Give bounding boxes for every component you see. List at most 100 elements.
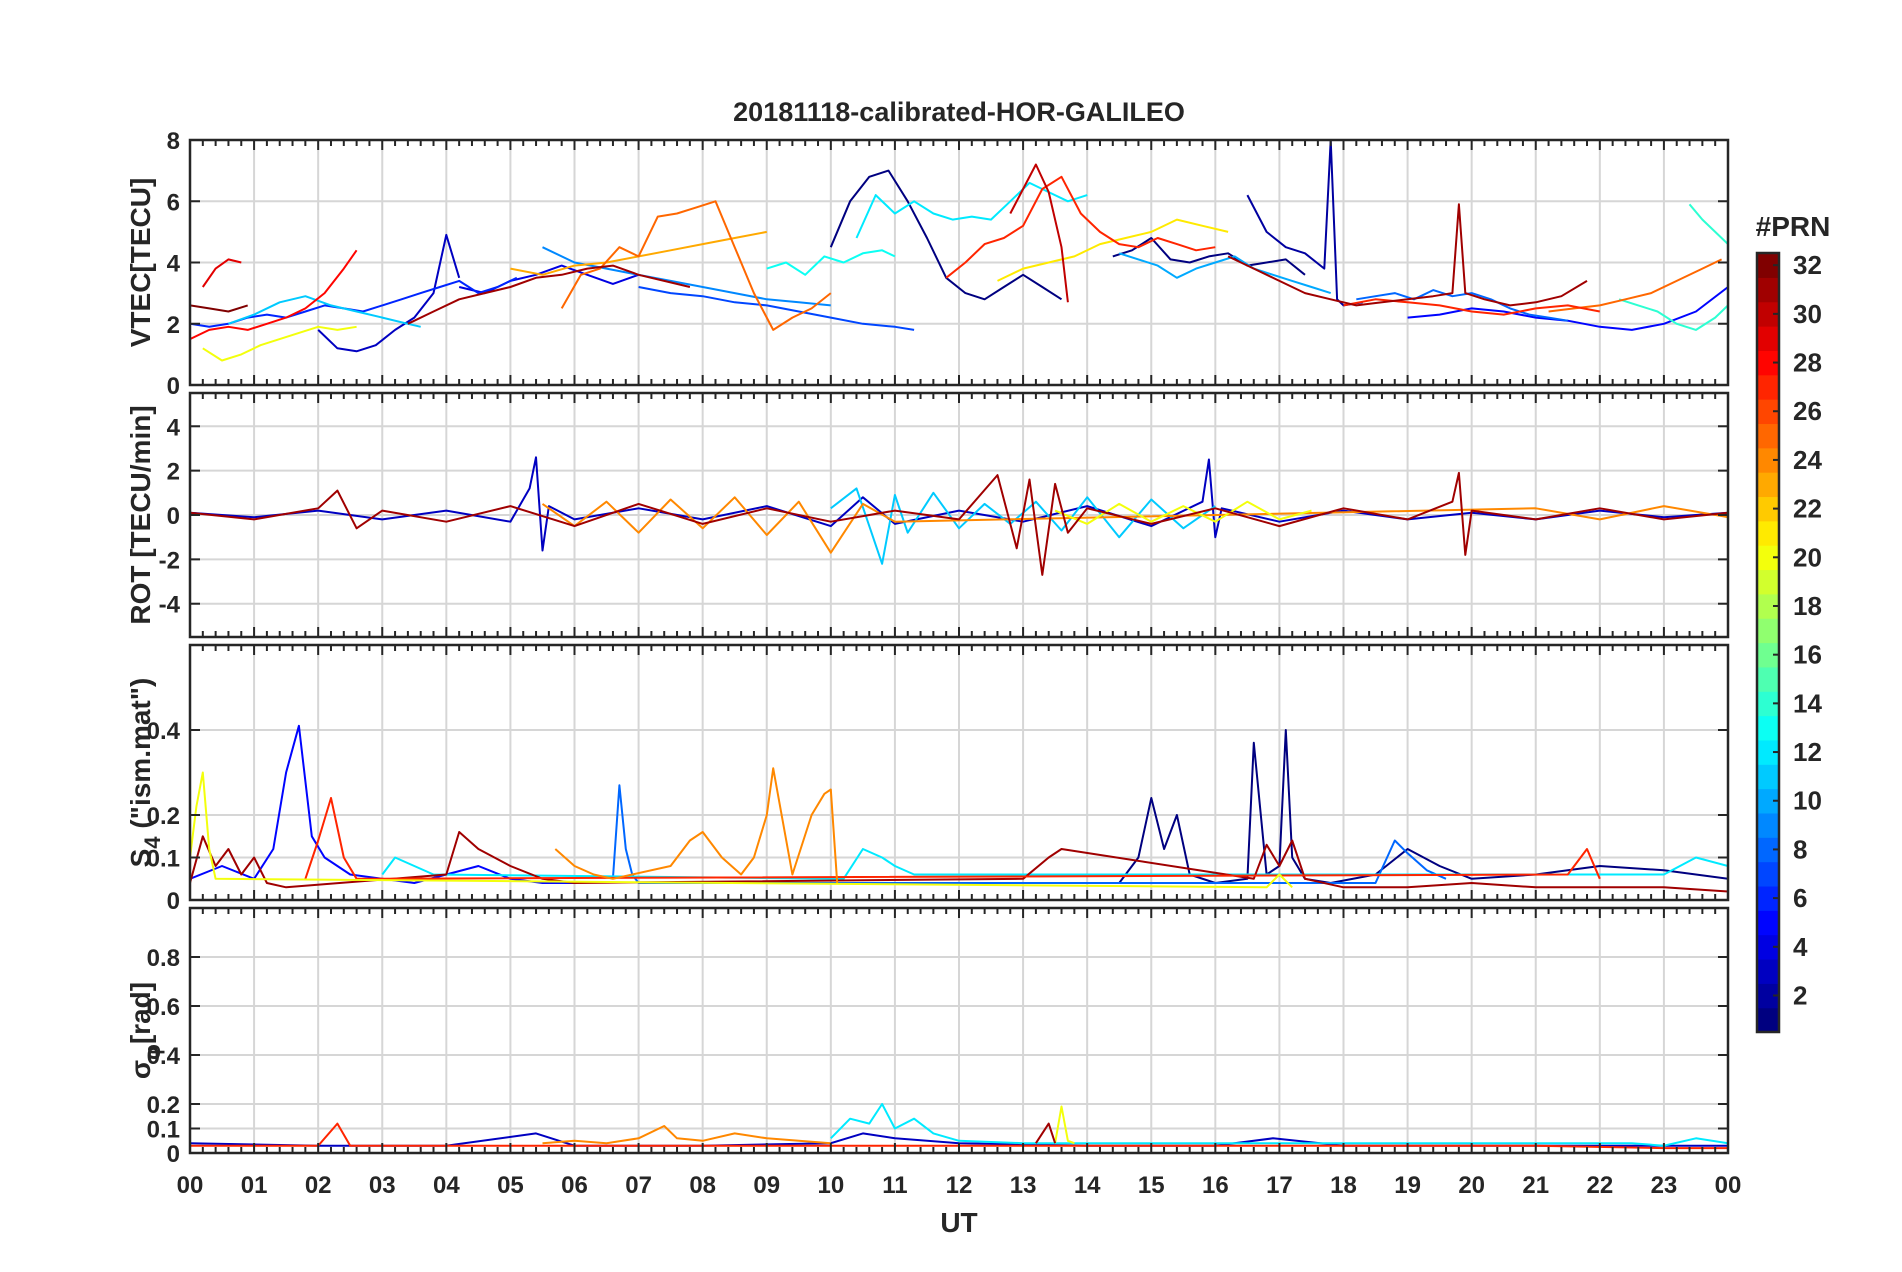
rot-series-prn-11 [830, 487, 1216, 565]
vtec-ytick-label: 0 [167, 373, 180, 400]
colorbar-tick-label: 16 [1793, 640, 1822, 670]
colorbar-tick-label: 26 [1793, 396, 1822, 426]
colorbar-segment [1757, 399, 1779, 425]
s4-series-prn-20 [190, 771, 1293, 889]
colorbar-tick-label: 32 [1793, 250, 1822, 280]
sigphi-series-prn-24 [542, 1125, 831, 1145]
vtec-series-group [190, 140, 1728, 362]
rot-ytick-label: -4 [159, 592, 181, 619]
x-tick-label: 00 [177, 1172, 204, 1199]
x-tick-label: 05 [497, 1172, 524, 1199]
vtec-series-prn-10 [1118, 252, 1332, 295]
vtec-series-prn-31 [1227, 203, 1588, 307]
vtec-series-prn-28 [190, 249, 358, 341]
colorbar-tick-label: 28 [1793, 348, 1822, 378]
rot-ytick-label: 4 [167, 414, 181, 441]
rot-series-prn-31 [190, 471, 1728, 576]
colorbar-segment [1757, 569, 1779, 595]
rot-ytick-label: 0 [167, 503, 180, 530]
sigphi-grid [189, 908, 1729, 1154]
sigphi-y-label-main: σ [125, 1060, 156, 1079]
vtec-series-prn-29 [201, 258, 242, 288]
colorbar-segment [1757, 837, 1779, 863]
x-tick-label: 12 [946, 1172, 973, 1199]
rot-frame [188, 391, 1730, 639]
s4-series-prn-31 [190, 831, 1728, 893]
colorbar-segment [1757, 545, 1779, 571]
sigphi-ytick-label: 0.4 [147, 1043, 181, 1070]
s4-ytick-label: 0 [167, 888, 180, 915]
x-tick-label: 21 [1522, 1172, 1549, 1199]
vtec-y-axis-label: VTEC[TECU] [125, 178, 156, 348]
sigphi-y-label-rest: [rad] [125, 982, 156, 1044]
s4-series-prn-5 [190, 724, 575, 884]
s4-y-label-sub: 4 [140, 836, 165, 849]
colorbar-segment [1757, 885, 1779, 911]
rot-grid [189, 393, 1729, 637]
vtec-series-prn-30 [1009, 163, 1069, 303]
colorbar-segment [1757, 934, 1779, 960]
figure-title: 20181118-calibrated-HOR-GALILEO [733, 97, 1185, 127]
colorbar-tick-label: 22 [1793, 494, 1822, 524]
colorbar-segment [1757, 374, 1779, 400]
x-tick-label: 04 [433, 1172, 460, 1199]
s4-series-prn-24 [554, 767, 839, 884]
colorbar-segment [1757, 253, 1779, 278]
x-tick-label: 07 [625, 1172, 652, 1199]
colorbar-segment [1757, 958, 1779, 984]
colorbar-tick-label: 8 [1793, 834, 1807, 864]
vtec-series-prn-27 [1343, 298, 1600, 316]
s4-series-prn-12 [381, 848, 1728, 880]
panel-vtec: 0 2 4 6 8 VTEC[TECU] [125, 128, 1730, 400]
colorbar-segment [1757, 326, 1779, 351]
vtec-series-prn-14 [1688, 203, 1728, 245]
vtec-ytick-label: 2 [167, 312, 180, 339]
colorbar-segment [1757, 764, 1779, 790]
colorbar-segment [1757, 788, 1779, 814]
colorbar-tick-label: 24 [1793, 445, 1822, 475]
s4-frame [188, 643, 1730, 902]
colorbar-label: #PRN [1756, 211, 1831, 242]
s4-ytick-label: 0.4 [147, 718, 181, 745]
vtec-series-prn-25 [560, 200, 832, 331]
panel-s4: 00.10.20.4S4 ("ism.mat") [125, 643, 1730, 915]
colorbar-segment [1757, 812, 1779, 838]
colorbar-segment [1757, 983, 1779, 1009]
x-tick-label: 01 [241, 1172, 268, 1199]
colorbar-segment [1757, 739, 1779, 765]
panel-sigphi: 00.10.2 0.4 0.6 0.8 σφ[rad] [125, 906, 1730, 1168]
sigphi-series-prn-31 [1035, 1122, 1057, 1144]
x-axis-label: UT [940, 1207, 977, 1238]
colorbar-tick-label: 4 [1793, 932, 1808, 962]
sigphi-ytick-label: 0.8 [147, 945, 180, 972]
colorbar-segment [1757, 496, 1779, 522]
s4-series-group [190, 724, 1728, 893]
rot-ytick-label: 2 [167, 459, 180, 486]
s4-y-label-main: S [125, 849, 156, 868]
x-tick-label: 14 [1074, 1172, 1101, 1199]
sigphi-ytick-label: 0.2 [147, 1092, 180, 1119]
colorbar-segment [1757, 301, 1779, 327]
x-tick-label: 09 [753, 1172, 780, 1199]
s4-ytick-label: 0.2 [147, 803, 180, 830]
vtec-series-prn-3 [317, 233, 461, 353]
x-tick-label: 02 [305, 1172, 332, 1199]
rot-series-prn-20 [1054, 500, 1312, 525]
colorbar-segment [1757, 691, 1779, 717]
colorbar-segment [1757, 350, 1779, 376]
x-tick-label: 19 [1394, 1172, 1421, 1199]
x-tick-label: 11 [882, 1172, 907, 1199]
vtec-series-prn-27 [945, 175, 1216, 279]
sigphi-series-prn-12 [830, 1103, 1728, 1147]
rot-series-group [190, 456, 1728, 576]
vtec-series-prn-11 [228, 295, 421, 328]
x-tick-label: 20 [1458, 1172, 1485, 1199]
s4-y-label-rest: ("ism.mat") [125, 678, 156, 837]
vtec-series-prn-31 [407, 264, 691, 325]
x-tick-label: 17 [1266, 1172, 1293, 1199]
s4-series-prn-27 [304, 797, 1601, 880]
vtec-series-prn-20 [202, 325, 357, 362]
